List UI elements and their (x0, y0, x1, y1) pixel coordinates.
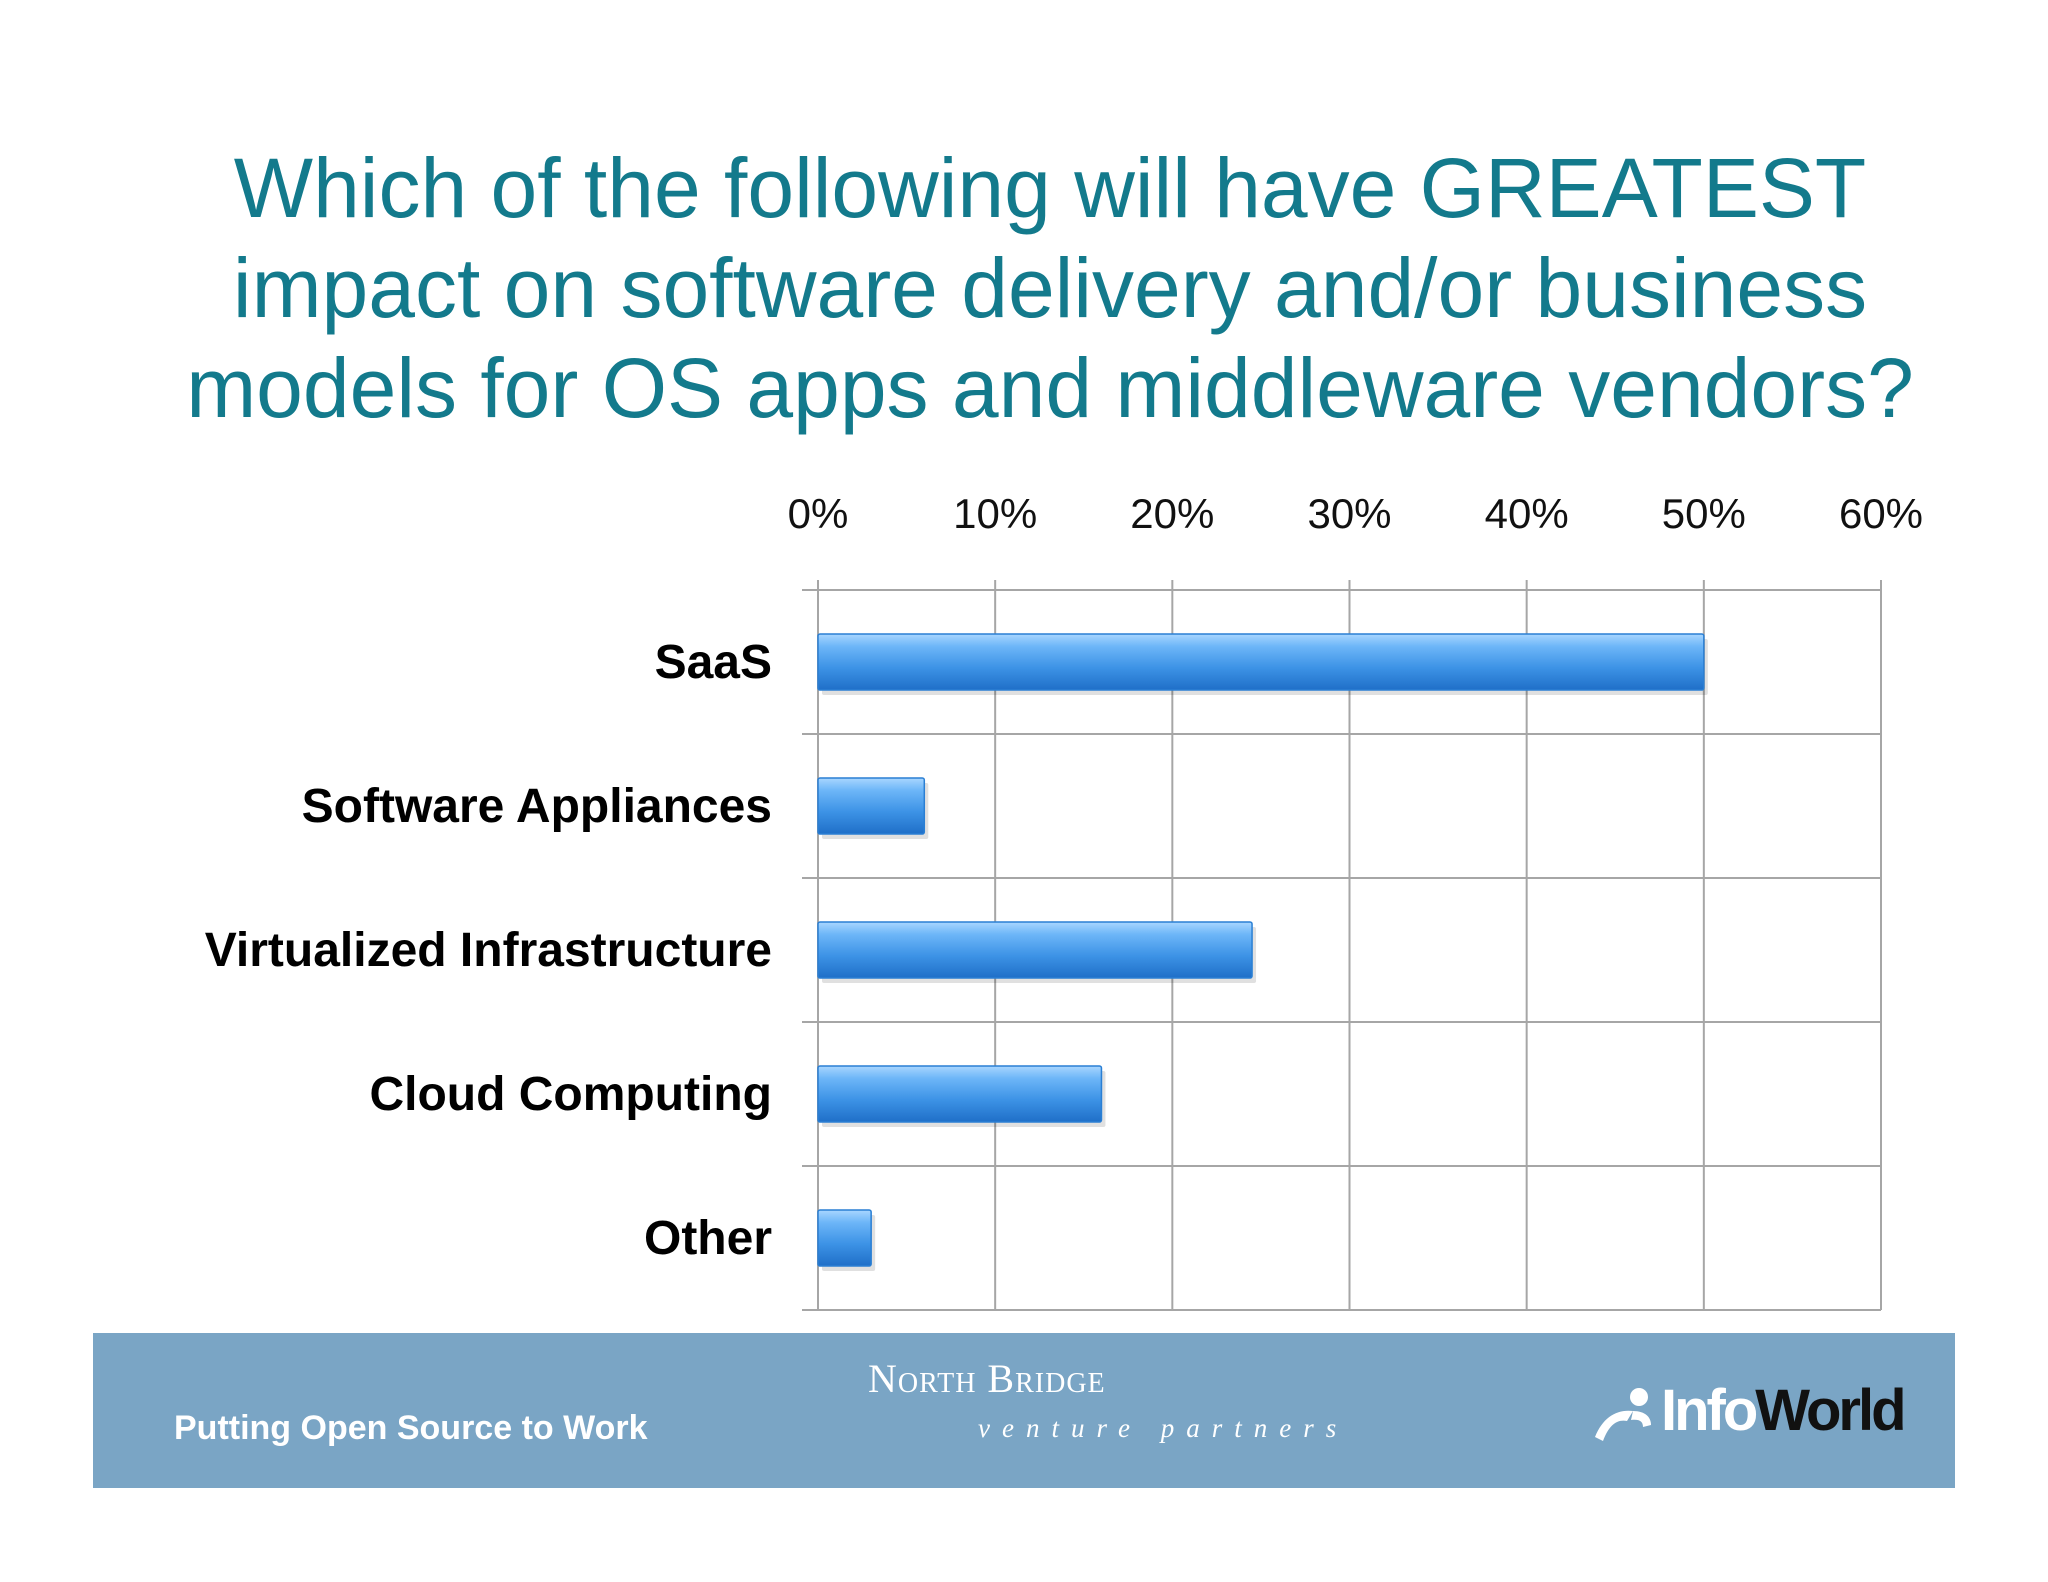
footer-bar: Putting Open Source to Work North Bridge… (93, 1333, 1955, 1488)
category-label: Cloud Computing (369, 1068, 772, 1121)
bar (817, 633, 1705, 691)
title-line-2: impact on software delivery and/or busin… (232, 241, 1868, 335)
infoworld-wordmark: InfoWorld (1661, 1377, 1907, 1444)
title-line-3: models for OS apps and middleware vendor… (186, 341, 1914, 435)
x-tick-label: 40% (1485, 490, 1569, 537)
category-label: SaaS (655, 636, 772, 689)
bar (817, 1209, 872, 1267)
title-line-1: Which of the following will have GREATES… (233, 141, 1867, 235)
bar (817, 777, 926, 835)
footer-tagline: Putting Open Source to Work (174, 1409, 648, 1447)
x-tick-label: 0% (788, 490, 849, 537)
bars (817, 633, 1708, 1271)
x-tick-label: 50% (1662, 490, 1746, 537)
bar (817, 1065, 1103, 1123)
north-bridge-name: North Bridge (868, 1356, 1106, 1401)
slide-title: Which of the following will have GREATES… (120, 138, 1980, 438)
x-tick-label: 60% (1839, 490, 1923, 537)
category-label: Virtualized Infrastructure (205, 924, 772, 977)
category-label: Software Appliances (302, 780, 772, 833)
x-tick-label: 30% (1307, 490, 1391, 537)
x-tick-label: 10% (953, 490, 1037, 537)
bar (817, 921, 1253, 979)
category-labels: SaaS Software Appliances Virtualized Infra… (205, 636, 772, 1265)
x-tick-label: 20% (1130, 490, 1214, 537)
infoworld-world-text: World (1755, 1378, 1906, 1443)
x-axis-tick-labels: 0% 10% 20% 30% 40% 50% 60% (788, 490, 1923, 537)
category-label: Other (644, 1212, 772, 1265)
infoworld-logo: InfoWorld (1593, 1373, 1913, 1453)
infoworld-logo-icon (1595, 1388, 1651, 1441)
infoworld-info-text: Info (1661, 1378, 1758, 1443)
north-bridge-subtitle: venture partners (978, 1413, 1349, 1443)
north-bridge-logo: North Bridge venture partners (868, 1355, 1348, 1465)
